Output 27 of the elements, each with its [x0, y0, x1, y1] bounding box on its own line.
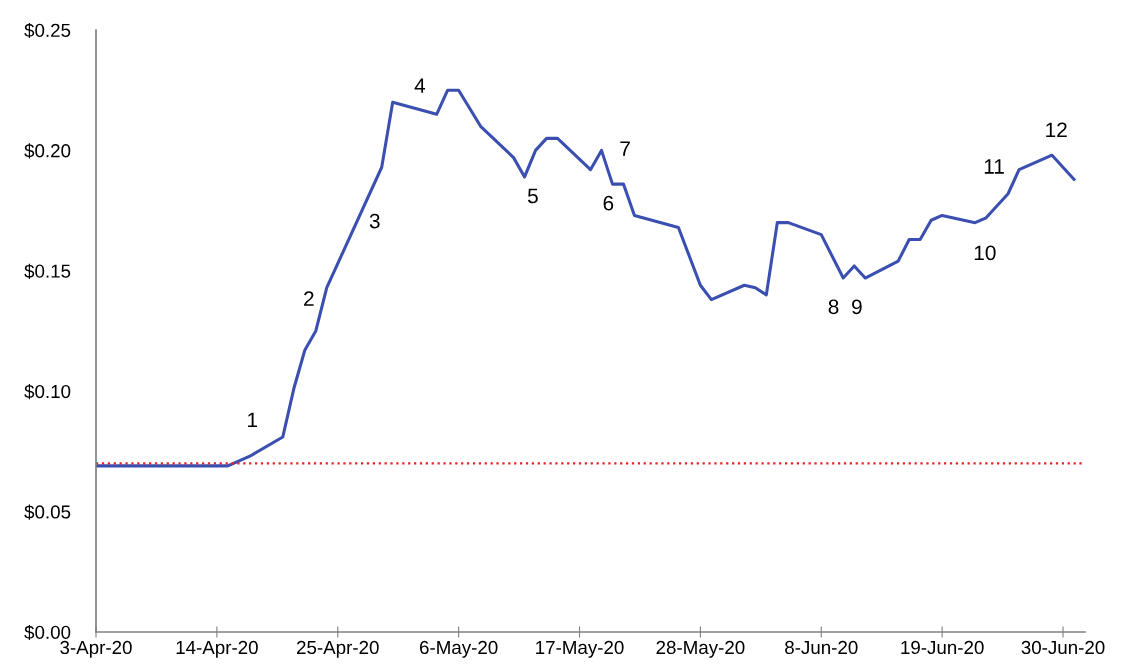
y-tick-label: $0.05 — [24, 504, 71, 520]
x-tick-label: 17-May-20 — [536, 640, 624, 658]
annotation: 4 — [414, 78, 426, 93]
annotation: 12 — [1046, 122, 1067, 137]
y-tick-label: $0.15 — [24, 263, 71, 279]
annotation: 10 — [974, 245, 996, 261]
annotation: 6 — [603, 195, 614, 211]
annotation: 7 — [620, 141, 630, 156]
annotation: 11 — [984, 159, 1004, 174]
annotation: 2 — [304, 291, 314, 306]
x-tick-label: 8-Jun-20 — [785, 640, 858, 655]
y-tick-label: $0.20 — [24, 143, 71, 159]
annotation: 9 — [852, 299, 862, 315]
x-tick-label: 14-Apr-20 — [176, 640, 258, 658]
annotation: 3 — [369, 213, 380, 229]
x-tick-label: 19-Jun-20 — [901, 640, 984, 655]
annotation: 8 — [828, 299, 839, 315]
annotation: 1 — [248, 412, 258, 428]
x-tick-label: 30-Jun-20 — [1021, 640, 1105, 655]
x-tick-label: 6-May-20 — [419, 640, 498, 658]
x-tick-label: 28-May-20 — [656, 640, 745, 658]
y-tick-label: $0.00 — [24, 624, 71, 641]
y-tick-label: $0.25 — [24, 22, 71, 39]
x-tick-label: 25-Apr-20 — [297, 640, 379, 658]
annotation: 5 — [527, 188, 538, 204]
y-tick-label: $0.10 — [24, 384, 71, 400]
x-tick-label: 3-Apr-20 — [60, 640, 132, 658]
